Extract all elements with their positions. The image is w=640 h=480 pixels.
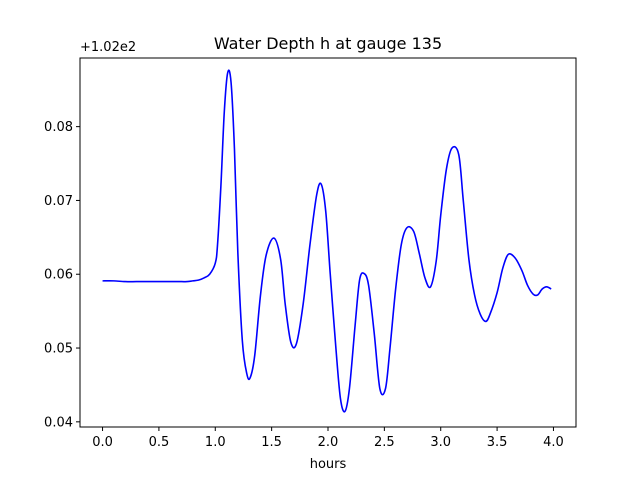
series-line-0 [102, 69, 552, 413]
x-tick-label-8: 4.0 [543, 435, 564, 450]
y-tick-label-3: 0.07 [44, 194, 73, 209]
x-tick-label-1: 0.5 [149, 435, 170, 450]
x-tick-label-4: 2.0 [318, 435, 339, 450]
y-tick-label-4: 0.08 [44, 120, 73, 135]
x-tick-label-0: 0.0 [92, 435, 113, 450]
y-axis-offset-label: +1.02e2 [80, 40, 136, 55]
chart-title: Water Depth h at gauge 135 [214, 34, 442, 53]
x-axis-label: hours [310, 457, 347, 472]
x-tick-label-2: 1.0 [205, 435, 226, 450]
x-tick-label-3: 1.5 [261, 435, 282, 450]
y-tick-label-1: 0.05 [44, 342, 73, 357]
x-tick-label-6: 3.0 [430, 435, 451, 450]
y-tick-label-2: 0.06 [44, 268, 73, 283]
x-tick-label-5: 2.5 [374, 435, 395, 450]
y-tick-label-0: 0.04 [44, 415, 73, 430]
plot-area: 0.0 0.5 1.0 1.5 2.0 2.5 3.0 3.5 4.0 0.04 0.05 0.06 0… [44, 57, 577, 450]
x-tick-label-7: 3.5 [487, 435, 508, 450]
